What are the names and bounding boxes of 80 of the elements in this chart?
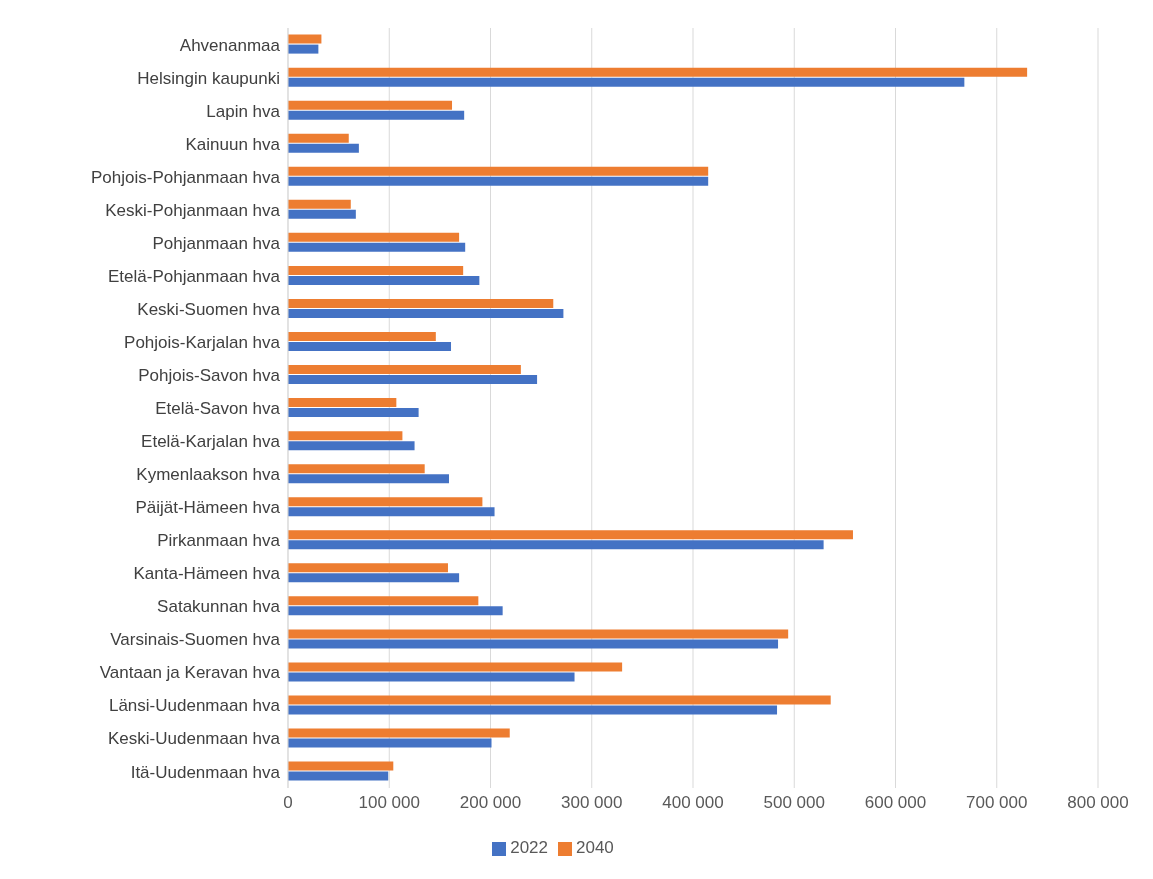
bar [288,431,403,441]
x-tick-label: 800 000 [1067,793,1129,813]
bar [288,606,503,616]
legend-label: 2040 [576,838,614,857]
y-tick-label: Etelä-Savon hva [155,399,281,419]
y-tick-label: Helsingin kaupunki [137,68,280,88]
bar [288,199,351,209]
bar [288,34,322,44]
bar [288,44,319,54]
y-tick-label: Pohjois-Pohjanmaan hva [90,167,281,187]
y-tick-label: Itä-Uudenmaan hva [130,762,281,782]
bar [288,738,492,748]
bar [288,166,709,176]
bar [288,672,575,682]
bar [288,265,464,275]
y-tick-label: Keski-Pohjanmaan hva [105,200,281,220]
bar [288,639,779,649]
y-tick-label: Varsinais-Suomen hva [110,630,281,650]
bar [288,375,538,385]
y-tick-label: Ahvenanmaa [179,35,281,55]
y-tick-label: Keski-Suomen hva [137,299,281,319]
x-tick-label: 500 000 [763,793,825,813]
x-tick-label: 300 000 [561,793,623,813]
bar [288,497,483,507]
bar [288,728,510,738]
bar [288,67,1028,77]
y-tick-label: Satakunnan hva [157,597,281,617]
y-tick-label: Pohjanmaan hva [152,233,281,253]
bar [288,232,460,242]
bar [288,662,623,672]
bar [288,596,479,606]
y-tick-label: Pohjois-Karjalan hva [124,332,281,352]
y-tick-label: Kymenlaakson hva [136,465,281,485]
bar [288,540,824,550]
bar [288,275,480,285]
bar [288,176,709,186]
bar [288,464,425,474]
y-tick-label: Etelä-Karjalan hva [141,432,281,452]
bar [288,474,449,484]
y-tick-label: Päijät-Hämeen hva [135,498,281,518]
y-tick-label: Pirkanmaan hva [157,531,281,551]
bar [288,298,554,308]
bar [288,441,415,451]
bar [288,408,419,418]
bar [288,308,564,318]
bar [288,771,389,781]
bar [288,629,789,639]
bar [288,563,448,573]
bar [288,100,453,110]
bar [288,209,356,219]
y-tick-label: Länsi-Uudenmaan hva [108,696,281,716]
y-tick-label: Kanta-Hämeen hva [133,564,281,584]
bar [288,695,831,705]
x-tick-label: 0 [283,793,293,813]
x-tick-label: 100 000 [358,793,420,813]
bar [288,342,452,351]
legend-label: 2022 [510,838,548,857]
bar [288,332,436,341]
bar [288,530,853,540]
bar [288,110,465,120]
bar [288,133,349,143]
y-tick-label: Vantaan ja Keravan hva [99,663,281,683]
bar [288,143,359,153]
bar [288,705,778,715]
x-tick-label: 700 000 [966,793,1028,813]
bar [288,761,394,771]
x-tick-label: 200 000 [459,793,522,813]
x-tick-label: 600 000 [864,793,927,813]
bar [288,398,397,408]
y-tick-label: Lapin hva [206,101,281,121]
y-tick-label: Etelä-Pohjanmaan hva [107,266,281,286]
bar [288,365,521,375]
bar [288,507,495,517]
x-tick-label: 400 000 [662,793,724,813]
y-tick-label: Pohjois-Savon hva [138,365,281,385]
bar [288,77,965,87]
bar [288,573,460,583]
bar [288,242,466,252]
y-tick-label: Keski-Uudenmaan hva [108,729,281,749]
y-tick-label: Kainuun hva [185,134,281,154]
